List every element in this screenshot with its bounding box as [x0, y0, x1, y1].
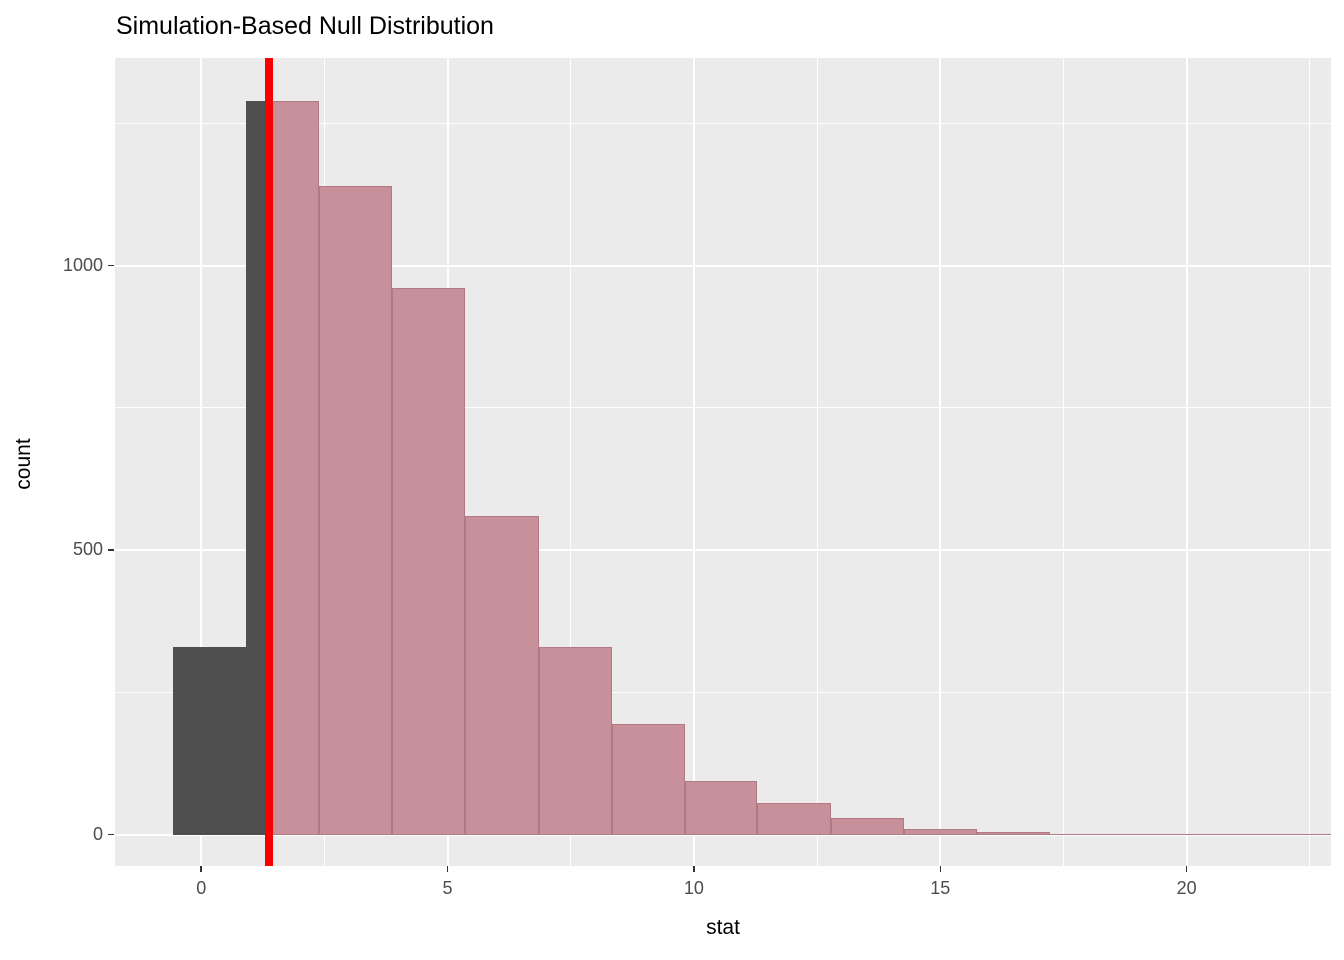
minor-gridline-y	[115, 122, 1331, 124]
shaded-p-value-bar-segment	[1123, 834, 1196, 835]
major-gridline-x	[200, 58, 203, 866]
shaded-p-value-bar-segment	[392, 288, 466, 835]
x-tick-label: 10	[683, 878, 704, 898]
x-axis-tick	[446, 866, 449, 872]
x-axis-tick	[200, 866, 202, 872]
shaded-p-value-bar-segment	[1050, 833, 1124, 835]
y-tick-label: 0	[92, 823, 103, 844]
observed-stat-line	[265, 58, 274, 866]
minor-gridline-y	[115, 407, 1331, 409]
major-gridline-y	[115, 833, 1331, 836]
y-axis-tick	[108, 549, 114, 551]
y-tick-label: 1000	[62, 254, 103, 275]
x-tick-label: 0	[196, 878, 207, 898]
shaded-p-value-bar-segment	[465, 516, 539, 835]
minor-gridline-x	[1062, 58, 1064, 866]
x-tick-label: 20	[1176, 878, 1197, 898]
major-gridline-x	[692, 58, 695, 866]
shaded-p-value-bar-segment	[1195, 834, 1269, 835]
shaded-p-value-bar-segment	[684, 780, 758, 835]
y-axis-tick	[108, 264, 114, 267]
plot-panel	[115, 58, 1331, 866]
major-gridline-y	[115, 264, 1331, 267]
x-axis-tick	[693, 866, 695, 872]
major-gridline-x	[939, 58, 942, 866]
shaded-p-value-bar-segment	[903, 829, 977, 835]
major-gridline-y	[115, 549, 1331, 552]
minor-gridline-y	[115, 691, 1331, 693]
histogram-bar	[173, 646, 247, 835]
shaded-p-value-bar-segment	[1268, 834, 1331, 835]
minor-gridline-x	[570, 58, 572, 866]
y-tick-label: 500	[72, 539, 103, 560]
shaded-p-value-bar-segment	[611, 723, 685, 835]
y-axis-title: count	[12, 438, 35, 490]
shaded-p-value-bar-segment	[757, 803, 831, 835]
x-axis-title: stat	[706, 916, 740, 939]
shaded-p-value-bar-segment	[318, 186, 393, 835]
chart-title: Simulation-Based Null Distribution	[116, 12, 494, 40]
y-axis-tick	[108, 833, 114, 836]
shaded-p-value-bar-segment	[976, 832, 1051, 835]
minor-gridline-x	[816, 58, 818, 866]
x-axis-tick	[939, 866, 942, 872]
shaded-p-value-bar-segment	[269, 100, 319, 835]
shaded-p-value-bar-segment	[830, 817, 904, 835]
x-tick-label: 15	[930, 878, 951, 898]
x-axis-tick	[1185, 866, 1188, 872]
minor-gridline-x	[1309, 58, 1311, 866]
x-tick-label: 5	[442, 878, 453, 898]
major-gridline-x	[1185, 58, 1188, 866]
shaded-p-value-bar-segment	[538, 646, 612, 835]
